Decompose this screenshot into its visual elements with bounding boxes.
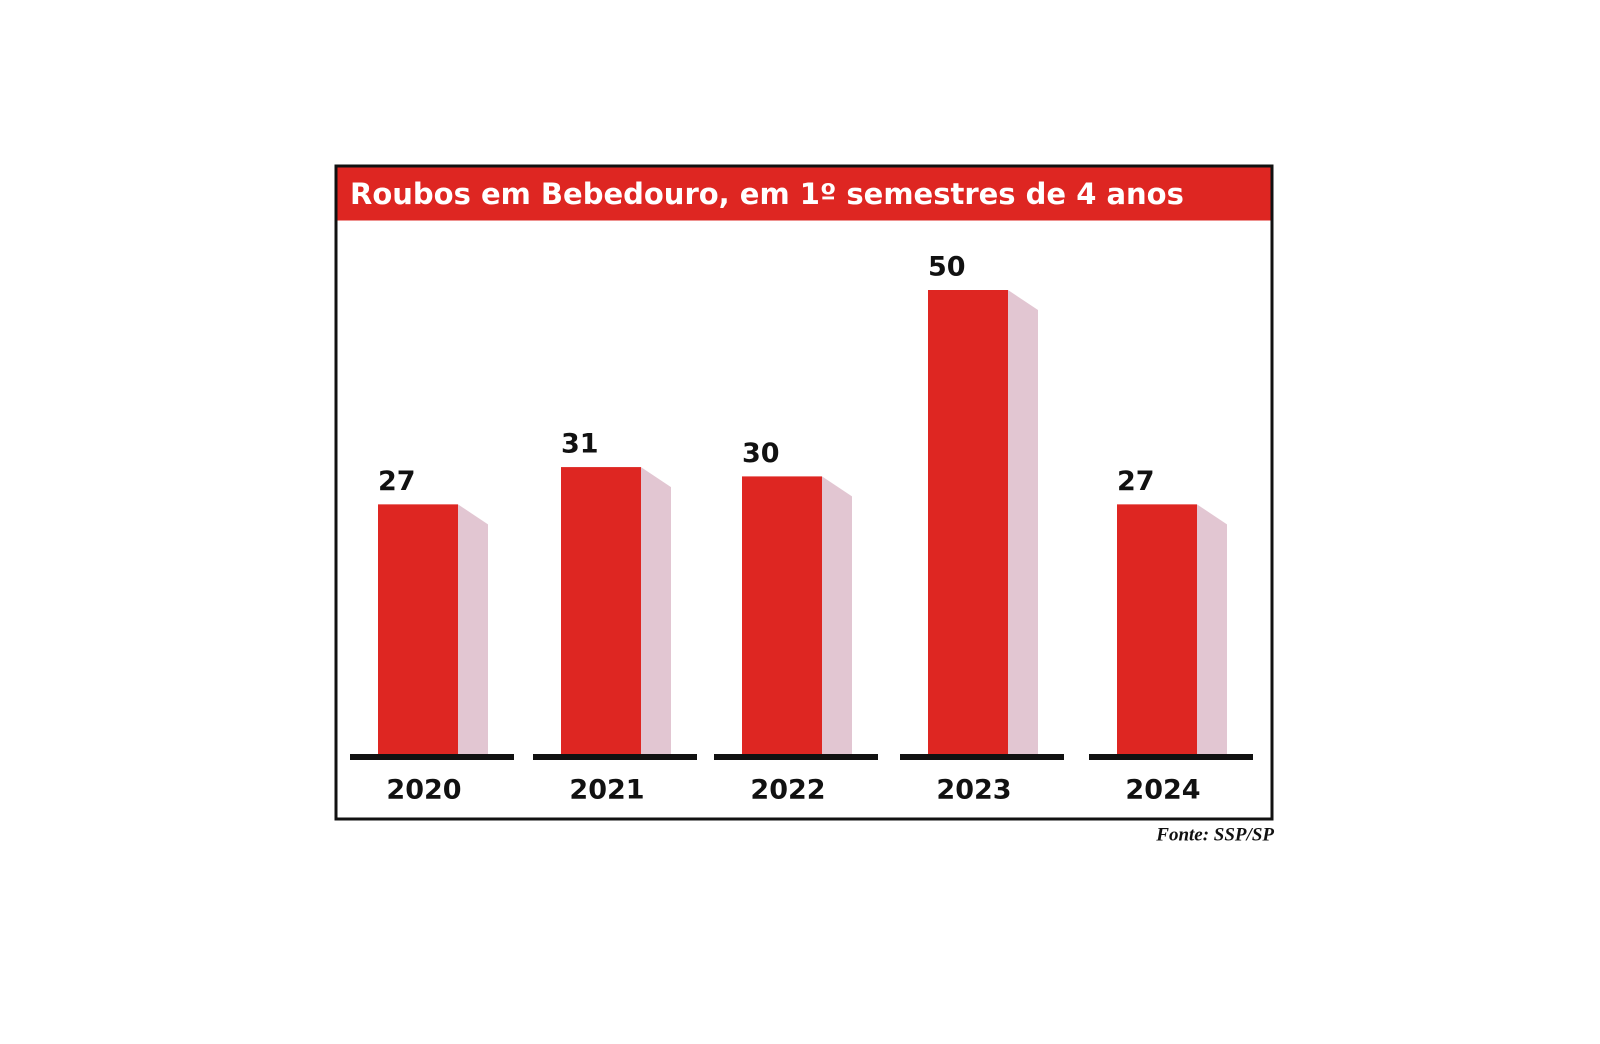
- bar-shadow: [458, 504, 488, 756]
- bar: [742, 476, 822, 756]
- title-bar: [337, 167, 1271, 221]
- chart-title: Roubos em Bebedouro, em 1º semestres de …: [350, 177, 1184, 211]
- x-tick-label: 2024: [1125, 775, 1200, 806]
- x-tick-label: 2022: [750, 775, 825, 806]
- x-tick-label: 2020: [386, 775, 461, 806]
- source: Fonte: SSP/SP: [1155, 824, 1274, 845]
- x-tick-label: 2021: [569, 775, 644, 806]
- bar: [378, 504, 458, 756]
- bar: [1117, 504, 1197, 756]
- value-label: 31: [561, 429, 599, 460]
- value-label: 50: [928, 252, 966, 283]
- bar-shadow: [1008, 290, 1038, 756]
- value-label: 27: [1117, 466, 1155, 497]
- value-label: 27: [378, 466, 416, 497]
- bar: [928, 290, 1008, 756]
- value-label: 30: [742, 438, 780, 469]
- bar-shadow: [822, 476, 852, 756]
- bar: [561, 467, 641, 756]
- x-tick-label: 2023: [936, 775, 1011, 806]
- bar-shadow: [641, 467, 671, 756]
- bar-shadow: [1197, 504, 1227, 756]
